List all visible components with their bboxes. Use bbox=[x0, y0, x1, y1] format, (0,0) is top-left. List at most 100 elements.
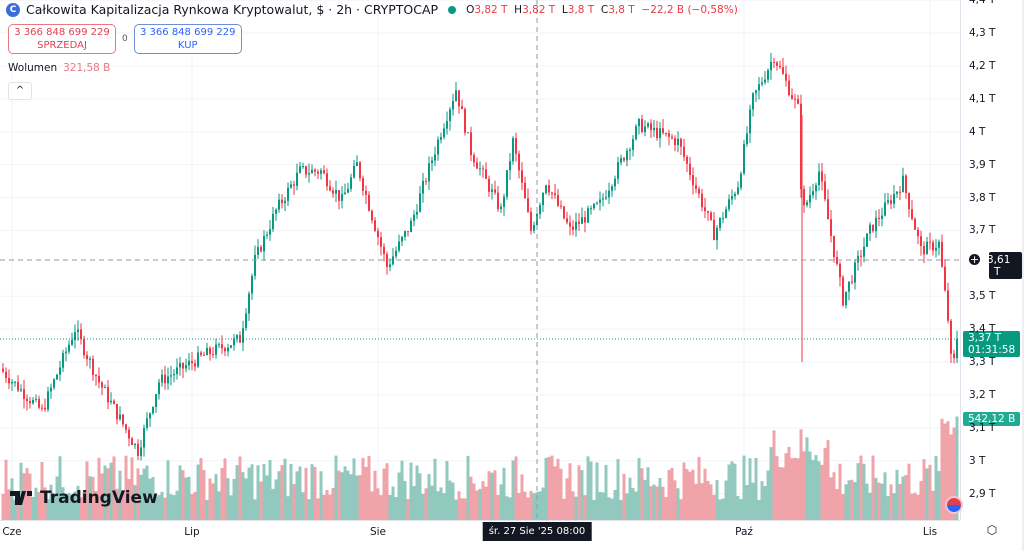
candle-body bbox=[842, 277, 844, 306]
candle-body bbox=[869, 224, 871, 234]
candle-body bbox=[440, 137, 442, 140]
volume-bar bbox=[421, 493, 425, 520]
volume-bar bbox=[466, 455, 470, 520]
tradingview-logo[interactable]: TradingView bbox=[10, 488, 158, 508]
volume-bar bbox=[331, 487, 335, 520]
candle-body bbox=[695, 185, 697, 189]
volume-bar bbox=[136, 468, 140, 520]
candle-body bbox=[110, 400, 112, 403]
volume-bar bbox=[829, 477, 833, 520]
price-chart[interactable] bbox=[0, 0, 960, 520]
volume-bar bbox=[544, 457, 548, 520]
candle-body bbox=[344, 192, 346, 195]
candle-body bbox=[614, 178, 616, 187]
price-tick-label: 3,8 T bbox=[969, 191, 996, 204]
candle-body bbox=[389, 264, 391, 268]
candle-body bbox=[143, 427, 145, 448]
candle-body bbox=[173, 374, 175, 376]
candle-body bbox=[413, 214, 415, 221]
volume-bar bbox=[919, 481, 923, 520]
time-axis[interactable]: śr. 27 Sie '25 08:00 Cze Lip Sie Paź Lis bbox=[0, 520, 960, 551]
volume-bar bbox=[223, 458, 227, 520]
candle-body bbox=[719, 217, 721, 228]
candle-body bbox=[65, 351, 67, 354]
volume-bar bbox=[94, 490, 98, 520]
candle-body bbox=[569, 222, 571, 227]
volume-bar bbox=[784, 453, 788, 520]
volume-bar bbox=[787, 447, 791, 520]
candle-body bbox=[728, 199, 730, 210]
candle-body bbox=[302, 166, 304, 168]
candle-body bbox=[749, 109, 751, 134]
price-tick-label: 3,1 T bbox=[969, 421, 996, 434]
candle-body bbox=[398, 241, 400, 251]
candle-body bbox=[170, 375, 172, 377]
candle-body bbox=[308, 173, 310, 175]
volume-bar bbox=[400, 460, 404, 520]
candle-body bbox=[566, 218, 568, 223]
volume-bar bbox=[940, 418, 944, 520]
candle-body bbox=[752, 93, 754, 110]
settings-icon[interactable]: ⬡ bbox=[986, 523, 998, 537]
candle-body bbox=[305, 166, 307, 175]
candle-body bbox=[692, 175, 694, 186]
candle-body bbox=[926, 241, 928, 255]
candle-body bbox=[461, 106, 463, 110]
volume-bar bbox=[562, 498, 566, 520]
volume-bar bbox=[253, 499, 257, 520]
candle-body bbox=[167, 376, 169, 384]
candle-body bbox=[662, 128, 664, 133]
volume-bar bbox=[601, 492, 605, 520]
volume-bar bbox=[901, 476, 905, 520]
candle-body bbox=[365, 190, 367, 195]
volume-bar bbox=[316, 498, 320, 520]
buy-button[interactable]: 3 366 848 699 229 KUP bbox=[133, 24, 242, 54]
candle-body bbox=[746, 133, 748, 145]
candle-body bbox=[452, 100, 454, 110]
candle-body bbox=[845, 291, 847, 306]
volume-bar bbox=[313, 466, 317, 520]
candle-body bbox=[113, 400, 115, 404]
volume-bar bbox=[883, 472, 887, 520]
candle-body bbox=[725, 209, 727, 218]
volume-bar bbox=[43, 487, 47, 520]
price-tick-label: 3,4 T bbox=[969, 323, 996, 336]
add-alert-icon[interactable]: + bbox=[968, 253, 981, 266]
volume-bar bbox=[820, 464, 824, 520]
volume-bar bbox=[880, 483, 884, 520]
candle-body bbox=[101, 382, 103, 388]
volume-bar bbox=[946, 421, 950, 520]
volume-bar bbox=[556, 458, 560, 520]
price-tick-label: 4,3 T bbox=[969, 27, 996, 39]
candle-body bbox=[356, 162, 358, 166]
price-axis[interactable]: +3,61 T 3,37 T 01:31:58 542,12 B 4,4 T 4,3… bbox=[945, 0, 1023, 520]
volume-bar bbox=[895, 469, 899, 520]
candle-body bbox=[590, 208, 592, 210]
candle-body bbox=[14, 381, 16, 383]
volume-bar bbox=[208, 478, 212, 520]
candle-body bbox=[743, 144, 745, 174]
symbol-title[interactable]: Całkowita Kapitalizacja Rynkowa Kryptowa… bbox=[26, 2, 439, 17]
volume-bar bbox=[121, 489, 125, 520]
candle-body bbox=[80, 329, 82, 340]
candle-body bbox=[185, 365, 187, 369]
candle-body bbox=[191, 360, 193, 364]
candle-body bbox=[338, 190, 340, 201]
volume-bar bbox=[238, 456, 242, 520]
volume-bar bbox=[184, 477, 188, 520]
candle-body bbox=[860, 255, 862, 257]
volume-bar bbox=[289, 463, 293, 520]
volume-bar bbox=[388, 495, 392, 520]
candle-body bbox=[278, 199, 280, 210]
candle-body bbox=[674, 138, 676, 146]
collapse-legend-button[interactable]: ^ bbox=[8, 82, 32, 100]
candle-body bbox=[272, 213, 274, 230]
candle-body bbox=[392, 256, 394, 265]
volume-bar bbox=[10, 478, 14, 520]
candle-body bbox=[893, 193, 895, 204]
volume-bar bbox=[28, 473, 32, 520]
sell-button[interactable]: 3 366 848 699 229 SPRZEDAJ bbox=[8, 24, 116, 54]
candle-body bbox=[38, 398, 40, 408]
us-flag-icon[interactable] bbox=[945, 496, 963, 514]
chart-canvas[interactable] bbox=[0, 0, 960, 520]
